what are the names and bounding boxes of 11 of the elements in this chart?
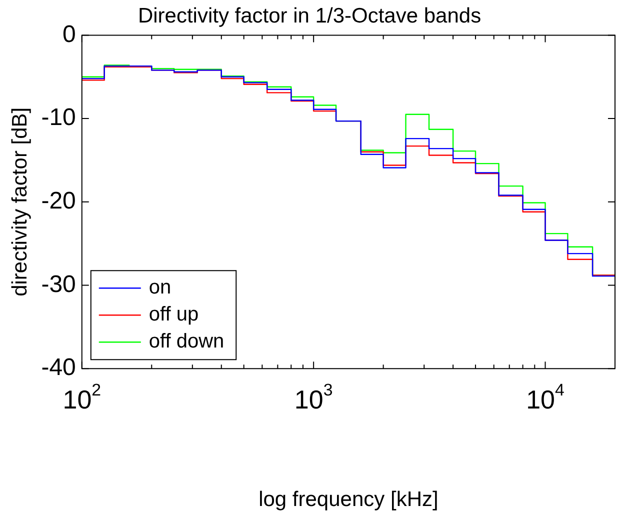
chart-title: Directivity factor in 1/3-Octave bands [138, 4, 482, 28]
y-tick-label: -30 [41, 270, 76, 298]
x-axis-title: log frequency [kHz] [258, 488, 438, 512]
legend-label: off down [148, 330, 224, 353]
legend-label: on [148, 276, 172, 299]
y-tick-label: 0 [62, 20, 76, 48]
y-tick-label: -40 [41, 354, 76, 382]
y-tick-label: -10 [41, 104, 76, 132]
y-axis-title: directivity factor [dB] [8, 107, 32, 296]
y-tick-label: -20 [41, 188, 76, 215]
legend-label: off up [148, 304, 199, 326]
